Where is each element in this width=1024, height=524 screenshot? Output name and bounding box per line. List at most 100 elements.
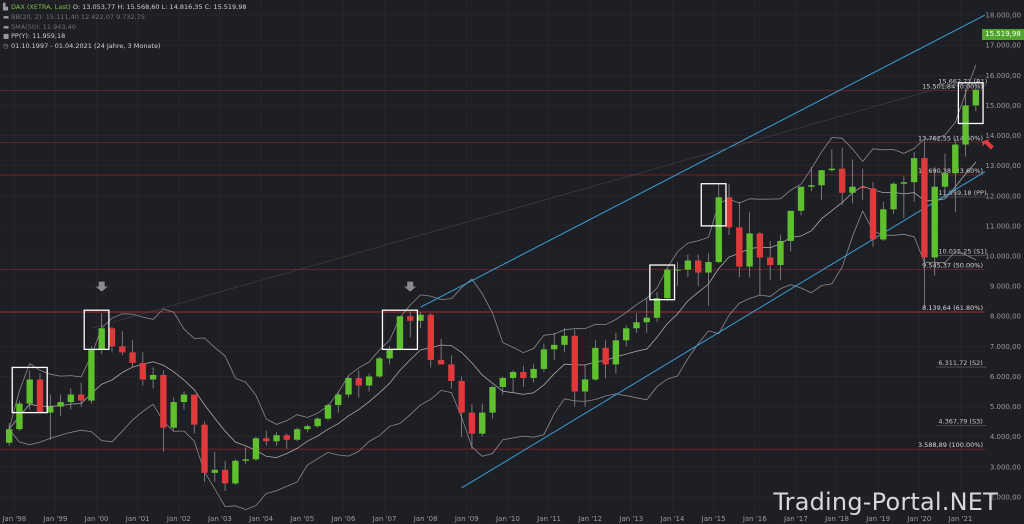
x-tick-label: Jan '01 [125, 515, 150, 523]
candle-body [725, 197, 733, 228]
candle-body [47, 406, 54, 413]
candle-body [838, 168, 846, 193]
x-tick-label: Jan '19 [865, 515, 890, 523]
clock-icon: ◷ [3, 42, 9, 51]
candle-body [355, 377, 362, 386]
highlight-box [11, 366, 48, 414]
ohlc-readout: O: 13.053,77 H: 15.568,60 L: 14.816,35 C… [72, 3, 247, 11]
x-tick-label: Jan '20 [906, 515, 931, 523]
bollinger-icon: ▬ [3, 12, 10, 21]
candle-body [458, 380, 465, 413]
x-tick-label: Jan '99 [42, 515, 67, 523]
candle-body [365, 376, 373, 386]
logo-icon: ▙ [3, 3, 8, 11]
candle-body [849, 186, 856, 193]
candle-body [77, 394, 85, 401]
candle-body [777, 240, 784, 266]
highlight-box [381, 309, 419, 351]
x-tick-label: Jan '18 [824, 515, 849, 523]
candle-body [581, 379, 589, 392]
candle-body [766, 257, 774, 266]
y-tick-label: 18.000,00 [985, 12, 1021, 20]
candle-body [417, 314, 424, 321]
candle-body [880, 209, 887, 240]
candle-body [448, 364, 455, 381]
watermark: Trading-Portal.NET [773, 488, 998, 516]
pivot-level-label: 10.015,25 (S1) [938, 248, 986, 256]
candle-body [684, 260, 692, 270]
x-tick-label: Jan '16 [742, 515, 767, 523]
y-tick-label: 9.000,00 [990, 283, 1021, 291]
candle-body [407, 316, 414, 321]
down-arrow-icon [404, 281, 417, 292]
candle-body [931, 186, 938, 258]
candle-body [273, 435, 280, 442]
channel-dotted-line [91, 75, 986, 329]
candle-body [396, 316, 404, 350]
candle-body [509, 371, 517, 378]
last-price-tag: 15.519,98 [982, 29, 1024, 40]
x-tick-label: Jan '04 [248, 515, 273, 523]
y-tick-label: 14.000,00 [985, 132, 1021, 140]
fib-level-label: 15.501,84 (0.00%) [922, 82, 983, 90]
sma-readout: SMA(50): 11.943,40 [11, 22, 76, 31]
channel-lower-line [461, 171, 986, 489]
pivot-level-label: 11.959,18 (PP) [938, 189, 986, 197]
candle-body [571, 335, 578, 392]
x-tick-label: Jan '02 [166, 515, 191, 523]
bollinger-middle [8, 161, 977, 459]
candle-body [139, 362, 147, 380]
y-tick-label: 6.000,00 [990, 373, 1021, 381]
candle-body [324, 405, 332, 419]
candle-body [283, 435, 291, 440]
candle-body [962, 105, 969, 145]
x-tick-label: Jan '09 [454, 515, 479, 523]
candle-body [612, 340, 620, 365]
y-tick-label: 12.000,00 [985, 192, 1021, 200]
candle-body [57, 402, 64, 407]
candle-body [386, 349, 393, 359]
bollinger-lower [8, 209, 977, 511]
red-arrow-icon [981, 138, 994, 150]
bollinger-readout: BB(20, 2): 15.111,40 12.422,07 9.732,75 [11, 12, 146, 21]
candle-body [705, 262, 712, 273]
candle-body [921, 158, 928, 258]
candle-body [828, 168, 836, 171]
y-tick-label: 17.000,00 [985, 42, 1021, 50]
highlight-box [83, 309, 110, 351]
candle-body [869, 188, 877, 240]
down-arrow-icon [95, 281, 108, 292]
candle-body [314, 418, 321, 427]
candle-body [746, 233, 753, 267]
candle-body [16, 403, 23, 430]
candle-body [211, 469, 219, 473]
highlight-box [957, 82, 984, 125]
candle-body [643, 317, 650, 323]
candle-body [797, 186, 805, 211]
candle-body [941, 173, 949, 187]
fib-level-label: 8.139,64 (61.80%) [922, 304, 983, 312]
y-tick-label: 2.000,00 [990, 493, 1021, 501]
highlight-box [649, 264, 676, 301]
pivot-level-label: 6.311,72 (S2) [938, 359, 982, 367]
candle-body [201, 424, 208, 473]
channel-upper-line [420, 14, 986, 308]
x-tick-label: Jan '17 [783, 515, 808, 523]
x-tick-label: Jan '11 [536, 515, 561, 523]
candle-body [36, 379, 44, 413]
candle-body [468, 412, 476, 434]
candle-body [561, 335, 568, 345]
instrument-title: DAX (XETRA, Last) [11, 3, 71, 11]
candle-body [818, 170, 825, 186]
candle-body [304, 426, 311, 430]
candle-body [530, 368, 537, 378]
y-tick-label: 13.000,00 [985, 162, 1021, 170]
y-tick-label: 5.000,00 [990, 403, 1021, 411]
y-tick-label: 4.000,00 [990, 433, 1021, 441]
x-tick-label: Jan '08 [413, 515, 438, 523]
candle-body [98, 328, 105, 350]
x-tick-label: Jan '14 [660, 515, 685, 523]
